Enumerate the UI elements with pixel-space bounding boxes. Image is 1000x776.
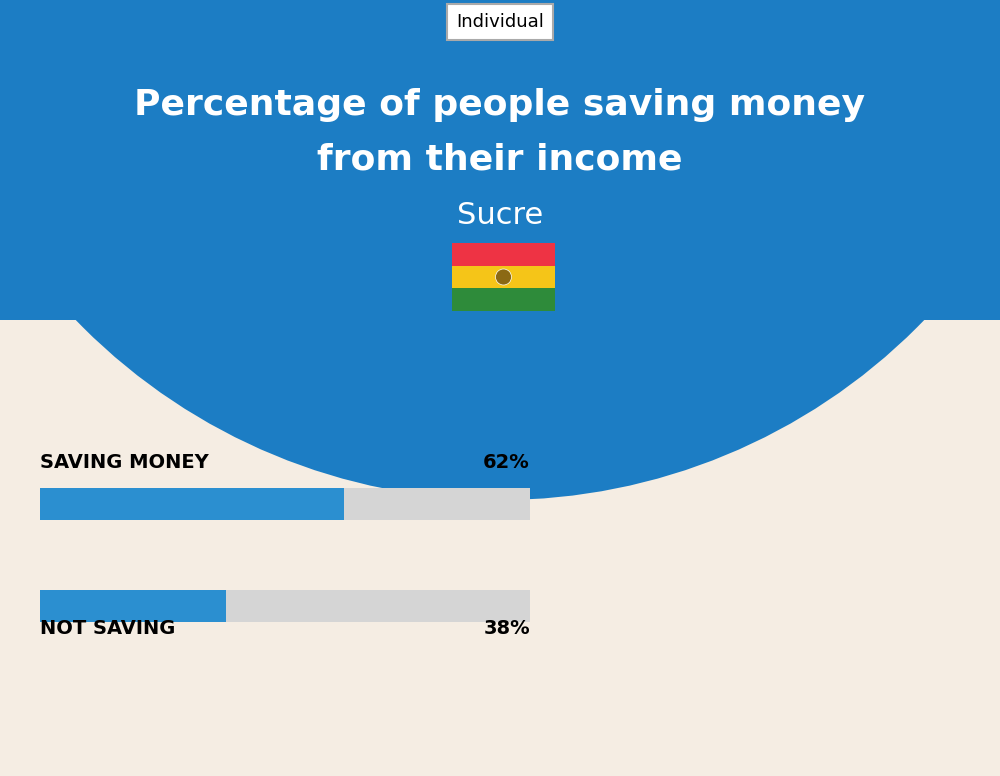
Bar — [40, 488, 344, 520]
Text: 38%: 38% — [483, 618, 530, 638]
Text: NOT SAVING: NOT SAVING — [40, 618, 175, 638]
Bar — [40, 590, 226, 622]
Text: SAVING MONEY: SAVING MONEY — [40, 452, 209, 472]
Bar — [452, 243, 555, 265]
Bar — [40, 488, 530, 520]
Text: 62%: 62% — [483, 452, 530, 472]
Bar — [40, 590, 530, 622]
Bar — [0, 0, 1000, 320]
Text: Individual: Individual — [456, 13, 544, 31]
Circle shape — [496, 269, 512, 285]
Bar — [452, 265, 555, 289]
Text: Sucre: Sucre — [457, 200, 543, 230]
Text: Percentage of people saving money: Percentage of people saving money — [134, 88, 866, 122]
Circle shape — [0, 0, 1000, 500]
Bar — [452, 289, 555, 311]
Text: from their income: from their income — [317, 143, 683, 177]
